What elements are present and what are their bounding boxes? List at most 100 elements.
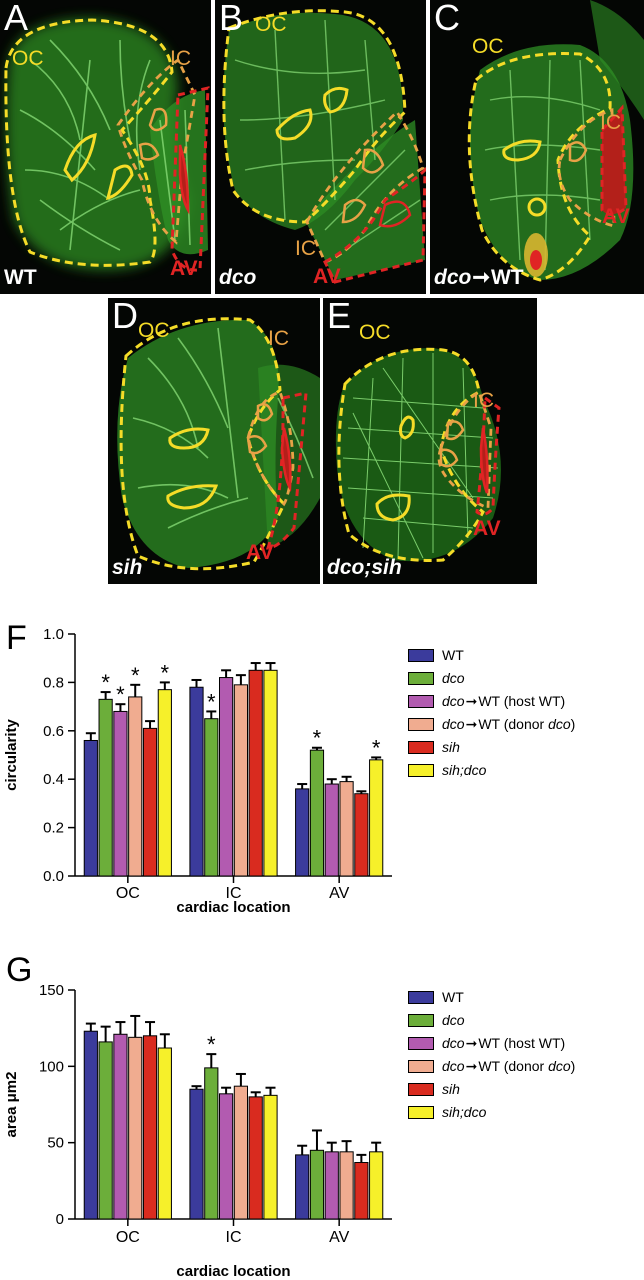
panel-a-genotype: WT (4, 266, 37, 290)
legend-label-part-0: dco (442, 1012, 465, 1028)
panel-a-av-label: AV (170, 257, 198, 280)
bar (142, 1035, 158, 1220)
x-category-label: OC (116, 885, 140, 902)
y-tick-label: 50 (47, 1135, 64, 1152)
bar (369, 1151, 384, 1220)
panel-d-ic-label: IC (268, 327, 289, 350)
panel-c-label: C (434, 0, 460, 38)
legend-swatch (408, 1106, 434, 1119)
legend-label-part-2: WT (donor (478, 1058, 549, 1074)
legend-swatch (408, 1014, 434, 1027)
panel-d-label: D (112, 298, 138, 336)
panel-b-oc-label: OC (255, 13, 287, 36)
bar (189, 1088, 204, 1220)
legend-swatch (408, 741, 434, 754)
significance-star: * (161, 660, 170, 685)
bar (309, 1149, 325, 1220)
legend-label-part-0: sih;dco (442, 1104, 487, 1120)
panel-a-image (4, 18, 210, 272)
legend-label: dco➞WT (donor dco) (442, 715, 575, 733)
bar (354, 1162, 369, 1220)
legend-swatch (408, 672, 434, 685)
panel-b-ic-label: IC (295, 237, 316, 260)
legend-label-part-2: WT (donor (478, 716, 549, 732)
panel-d-image (117, 317, 320, 571)
bar (189, 686, 204, 877)
genotype-part-0: dco (219, 266, 257, 289)
bar (157, 689, 172, 877)
y-tick-label: 0.6 (43, 723, 64, 740)
legend-label: sih (442, 738, 460, 756)
y-tick-label: 1.0 (43, 626, 64, 643)
bar (83, 739, 98, 877)
legend-label: sih;dco (442, 1103, 486, 1121)
panel-e-label: E (327, 298, 352, 336)
panel-c-av-label: AV (602, 205, 630, 228)
x-category-label: IC (226, 885, 242, 902)
legend-label: dco➞WT (host WT) (442, 1034, 565, 1052)
bar (295, 788, 310, 877)
y-axis-title: area μm2 (3, 1072, 20, 1138)
bar (204, 718, 219, 877)
genotype-part-0: dco (434, 266, 472, 289)
panel-c: C OC IC AV dco➞WT (430, 0, 644, 294)
y-tick-label: 0.8 (43, 674, 64, 691)
legend-swatch (408, 764, 434, 777)
bar (263, 669, 278, 877)
chart-g-panel-label: G (6, 951, 33, 989)
bar (339, 1151, 354, 1220)
legend-label-part-0: dco (442, 670, 465, 686)
legend-label: dco (442, 1011, 465, 1029)
bar (339, 781, 354, 877)
legend-label-part-0: dco (442, 1058, 465, 1074)
panel-c-oc-label: OC (472, 35, 504, 58)
bar (157, 1047, 172, 1220)
y-axis-title: circularity (3, 718, 20, 790)
panel-d-genotype: sih (112, 556, 142, 580)
genotype-part-1: ➞ (472, 266, 490, 289)
legend-swatch (408, 1060, 434, 1073)
bar (113, 1033, 128, 1220)
bar (309, 749, 325, 877)
x-category-label: OC (116, 1229, 140, 1246)
legend-label-part-1: ➞ (465, 693, 478, 709)
genotype-part-2: WT (490, 266, 524, 289)
bar (263, 1094, 278, 1220)
legend-label-part-0: dco (442, 693, 465, 709)
panel-d: D OC IC AV sih (108, 298, 320, 584)
panel-e-image (335, 347, 501, 562)
panel-e: E OC IC AV dco;sih (323, 298, 537, 584)
legend-label-part-1: ➞ (465, 716, 478, 732)
bar (219, 1093, 234, 1220)
bar (98, 698, 113, 877)
x-axis-title: cardiac location (176, 1263, 290, 1280)
bar (324, 1151, 339, 1220)
panel-a-oc-label: OC (12, 47, 44, 70)
significance-star: * (313, 726, 322, 751)
y-tick-label: 100 (39, 1058, 64, 1075)
x-category-label: AV (329, 1229, 349, 1246)
significance-star: * (207, 689, 216, 714)
y-tick-label: 0 (56, 1211, 64, 1228)
legend-swatch (408, 1083, 434, 1096)
legend-swatch (408, 1037, 434, 1050)
bar (128, 1036, 143, 1220)
bar (248, 1096, 263, 1220)
panel-e-ic-label: IC (473, 389, 494, 412)
chart-f: 0.0 0.2 0.4 0.6 0.8 1.0 * * * * OC * IC * * AV cardiac l… (0, 600, 644, 920)
panel-c-genotype: dco➞WT (434, 266, 524, 290)
y-tick-label: 0.2 (43, 820, 64, 837)
legend-label-part-1: ➞ (465, 1058, 478, 1074)
legend-swatch (408, 649, 434, 662)
bar (204, 1067, 219, 1220)
legend-swatch (408, 718, 434, 731)
legend-label-part-4: ) (570, 716, 576, 732)
legend-label-part-0: dco (442, 1035, 465, 1051)
bar (354, 793, 369, 877)
legend-label: WT (442, 988, 464, 1006)
legend-label-part-0: WT (442, 989, 464, 1005)
bar (233, 1085, 249, 1220)
panel-a: A OC IC AV WT (0, 0, 211, 294)
legend-label-part-2: WT (host WT) (478, 1035, 566, 1051)
